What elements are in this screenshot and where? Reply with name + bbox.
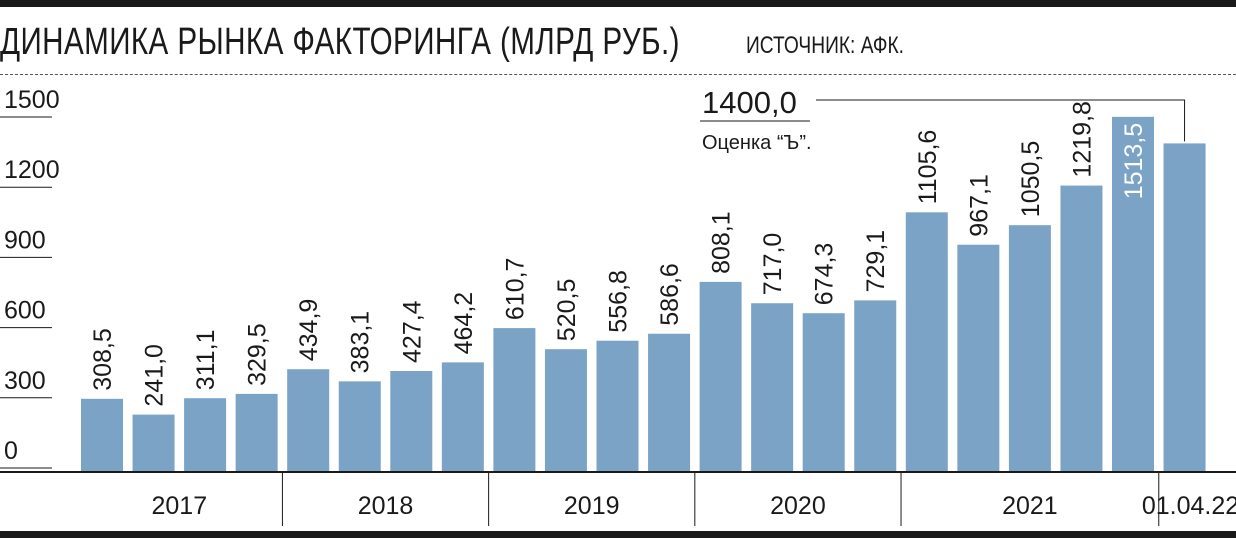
bar xyxy=(751,303,794,471)
bar-value-label: 556,8 xyxy=(605,270,633,333)
dashed-divider xyxy=(0,74,1236,75)
estimate-note-label: Оценка “Ъ”. xyxy=(702,132,812,154)
bar xyxy=(235,393,278,471)
bar-value-label: 434,9 xyxy=(295,299,323,362)
bar-value-label: 329,5 xyxy=(244,323,272,386)
year-group-label: 2019 xyxy=(564,492,620,520)
year-group-label: 01.04.22 xyxy=(1142,492,1236,520)
bar-value-label: 729,1 xyxy=(862,230,890,293)
year-group-label: 2021 xyxy=(1002,492,1058,520)
chart-title: ДИНАМИКА РЫНКА ФАКТОРИНГА (МЛРД РУБ.) xyxy=(0,21,680,63)
bar-value-label: 427,4 xyxy=(398,300,426,363)
y-tick-label: 0 xyxy=(4,437,18,465)
bar-value-label: 808,1 xyxy=(708,211,736,274)
bar xyxy=(1008,225,1051,471)
bar xyxy=(802,313,845,471)
bar-value-label: 308,5 xyxy=(89,328,117,391)
bar xyxy=(596,340,639,471)
y-tick-label: 900 xyxy=(4,226,46,254)
year-group-label: 2018 xyxy=(358,492,414,520)
bar xyxy=(493,328,536,471)
bar xyxy=(544,349,587,471)
bar xyxy=(338,381,381,471)
bar-value-label: 1513,5 xyxy=(1120,123,1148,199)
year-group-label: 2017 xyxy=(152,492,208,520)
bar xyxy=(390,370,433,471)
bar-value-label: 610,7 xyxy=(501,258,529,321)
bar-value-label: 520,5 xyxy=(553,279,581,342)
bar-value-label: 586,6 xyxy=(656,263,684,326)
y-tick-label: 1200 xyxy=(4,156,60,184)
bar xyxy=(699,281,742,471)
bar-value-label: 1219,8 xyxy=(1068,101,1096,177)
bar xyxy=(1060,185,1103,471)
bar xyxy=(132,414,175,471)
top-rule xyxy=(0,0,1236,7)
estimate-value-label: 1400,0 xyxy=(702,85,797,120)
bar-value-label: 383,1 xyxy=(347,311,375,374)
bar-value-label: 464,2 xyxy=(450,292,478,355)
bar xyxy=(184,398,227,471)
bar xyxy=(905,212,948,471)
bar xyxy=(1163,143,1206,471)
bar xyxy=(854,300,897,471)
estimate-leader-line xyxy=(816,99,1186,142)
year-group-label: 2020 xyxy=(770,492,826,520)
bottom-rule xyxy=(0,531,1236,538)
bar xyxy=(648,333,691,471)
y-tick-label: 1500 xyxy=(4,86,60,114)
bar xyxy=(957,244,1000,471)
bar xyxy=(441,362,484,471)
bar xyxy=(287,369,330,471)
bar-value-label: 717,0 xyxy=(759,233,787,296)
bar-value-label: 967,1 xyxy=(965,174,993,237)
bar xyxy=(81,398,123,471)
bar-value-label: 1105,6 xyxy=(914,130,942,205)
bar-value-label: 674,3 xyxy=(811,243,839,306)
y-tick-label: 300 xyxy=(4,367,46,395)
y-tick-label: 600 xyxy=(4,297,46,325)
bar-value-label: 241,0 xyxy=(141,344,169,407)
chart-source: ИСТОЧНИК: АФК. xyxy=(746,32,905,59)
bar-value-label: 311,1 xyxy=(192,329,220,390)
bar xyxy=(1112,116,1154,471)
bar-value-label: 1050,5 xyxy=(1017,141,1045,217)
